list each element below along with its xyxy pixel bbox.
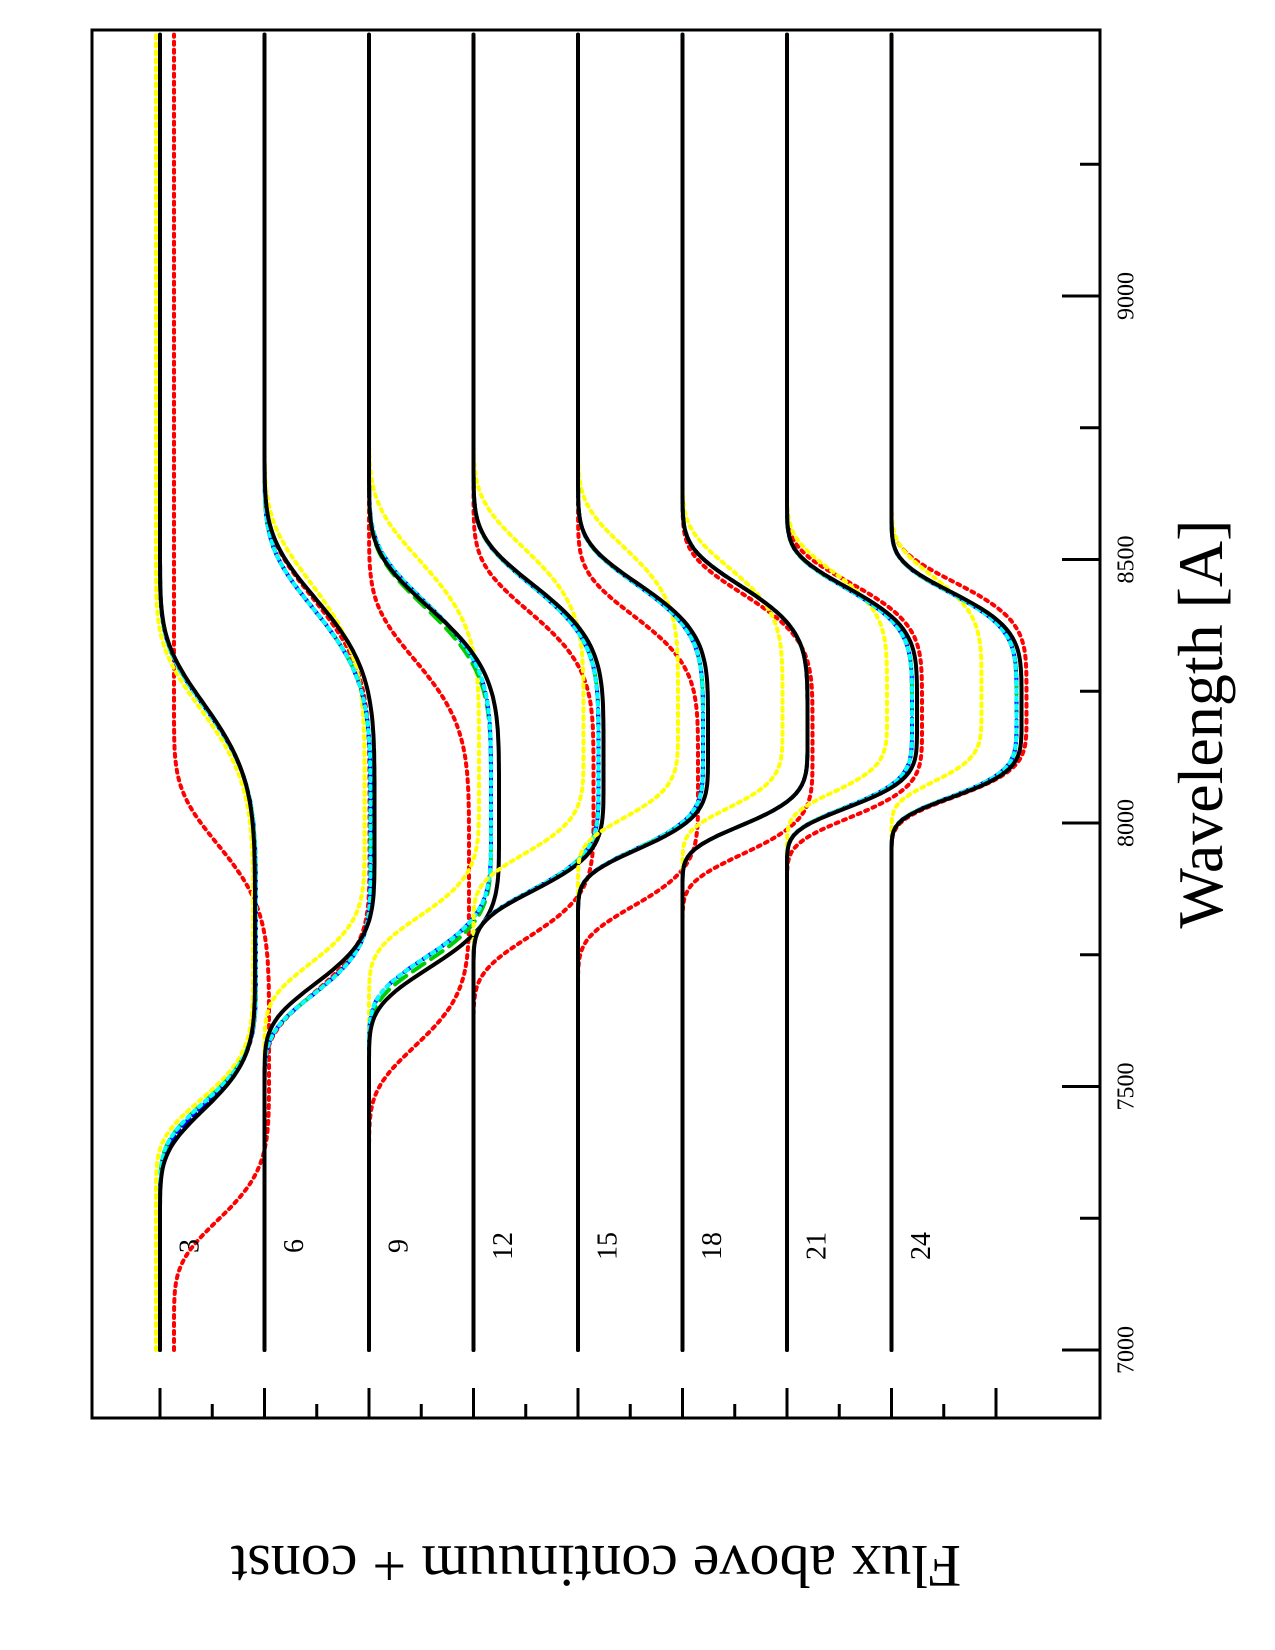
epoch-label: 24 bbox=[906, 1232, 937, 1260]
epoch-label: 3 bbox=[174, 1239, 205, 1253]
spectrum-line bbox=[471, 32, 606, 1352]
spectrum-line bbox=[262, 32, 377, 1352]
epoch-label: 6 bbox=[279, 1239, 310, 1253]
spectrum-line bbox=[889, 32, 984, 1352]
spectrum-line bbox=[785, 32, 889, 1352]
spectrum-line bbox=[367, 32, 481, 1352]
plot-frame bbox=[90, 28, 1102, 1420]
spectrum-line bbox=[785, 32, 919, 1352]
epoch-label: 18 bbox=[697, 1232, 728, 1260]
spectrum-line bbox=[680, 32, 785, 1352]
spectrum-line bbox=[262, 32, 373, 1352]
x-tick-label: 7000 bbox=[1114, 1326, 1140, 1374]
epoch-label: 15 bbox=[592, 1232, 623, 1260]
epoch-label: 9 bbox=[383, 1239, 414, 1253]
spectrum-line bbox=[367, 32, 501, 1352]
y-axis-title: Flux above continuum + const bbox=[230, 1533, 961, 1599]
x-tick-label: 7500 bbox=[1114, 1063, 1140, 1111]
spectrum-line bbox=[262, 32, 373, 1352]
epoch-label: 21 bbox=[801, 1232, 832, 1260]
x-tick-label: 9000 bbox=[1114, 272, 1140, 320]
spectrum-line bbox=[262, 32, 373, 1352]
spectrum-line bbox=[367, 32, 471, 1352]
spectrum-line bbox=[889, 32, 1024, 1352]
spectrum-line bbox=[172, 32, 271, 1352]
spectrum-line bbox=[262, 32, 372, 1352]
epoch-label: 12 bbox=[488, 1232, 519, 1260]
x-tick-label: 8500 bbox=[1114, 536, 1140, 584]
spectrum-line bbox=[576, 32, 680, 1352]
spectrum-line bbox=[154, 32, 255, 1352]
x-axis-title: Wavelength [A] bbox=[1165, 520, 1236, 929]
spectrum-line bbox=[262, 32, 367, 1352]
x-tick-label: 8000 bbox=[1114, 799, 1140, 847]
spectrum-line bbox=[576, 32, 710, 1352]
spectrum-line bbox=[680, 32, 810, 1352]
spectrum-line bbox=[158, 32, 257, 1352]
